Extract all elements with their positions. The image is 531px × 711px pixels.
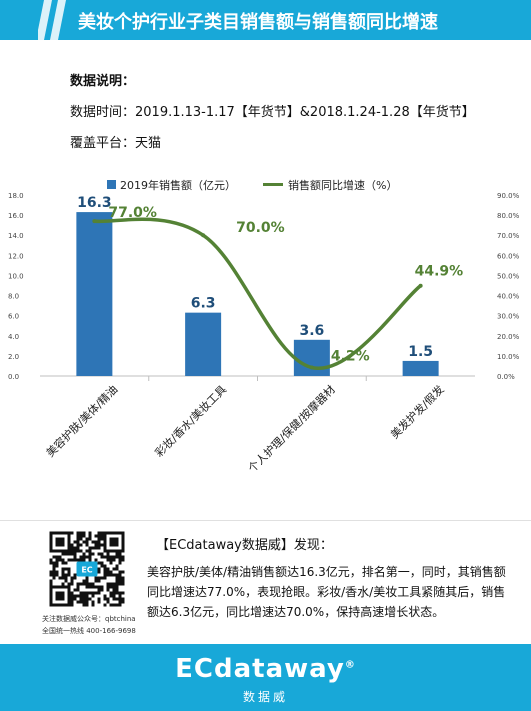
line-point: [201, 233, 206, 238]
line-value-label: 77.0%: [108, 205, 157, 221]
bar: [185, 312, 222, 376]
bar: [76, 212, 113, 376]
qr-badge: EC: [81, 565, 92, 574]
brand-logo: ECdataway®: [0, 654, 531, 684]
bar-value-label: 16.3: [77, 195, 112, 211]
description-time: 数据时间：2019.1.13-1.17【年货节】&2018.1.24-1.28【…: [70, 105, 475, 120]
y2-tick-label: 90.0%: [497, 192, 520, 200]
description-heading: 数据说明：: [70, 74, 136, 89]
line-path: [94, 217, 422, 370]
y2-tick-label: 80.0%: [497, 212, 520, 220]
bar-series: [76, 212, 439, 376]
stripes-decoration: [38, 0, 66, 40]
y2-tick-label: 70.0%: [497, 232, 520, 240]
line-value-label: 4.2%: [331, 349, 370, 365]
y-tick-label: 6.0: [8, 313, 19, 321]
y-tick-label: 0.0: [8, 373, 19, 381]
x-tick-label: 美容护肤/美体/精油: [43, 382, 120, 459]
divider: [0, 520, 531, 521]
y-tick-label: 16.0: [8, 212, 24, 220]
y-tick-label: 8.0: [8, 293, 19, 301]
y2-tick-label: 0.0%: [497, 373, 515, 381]
qr-code: EC: [46, 528, 128, 610]
y2-tick-label: 60.0%: [497, 252, 520, 260]
x-tick-label: 美发护发/假发: [387, 382, 446, 441]
bar: [402, 360, 439, 376]
y-tick-label: 12.0: [8, 252, 24, 260]
qr-caption-account: 关注数据威公众号：qbtchina: [42, 615, 136, 623]
y-tick-label: 10.0: [8, 272, 24, 280]
footer-banner: ECdataway® 数据威: [0, 644, 531, 711]
x-tick-label: 彩妆/香水/美妆工具: [153, 383, 230, 460]
y2-tick-label: 50.0%: [497, 272, 520, 280]
registered-mark: ®: [344, 659, 356, 671]
legend-label-bar: 2019年销售额（亿元）: [120, 178, 236, 192]
qr-caption-hotline: 全国统一热线 400-166-9698: [42, 627, 136, 635]
chart-legend: 2019年销售额（亿元） 销售额同比增速（%）: [107, 178, 397, 192]
title-banner: 美妆个护行业子类目销售额与销售额同比增速: [0, 0, 531, 40]
sales-chart: 2019年销售额（亿元） 销售额同比增速（%） 0.0 2.0 4.0 6.0 8.0 10…: [8, 178, 520, 475]
y2-tick-label: 30.0%: [497, 313, 520, 321]
bar-value-label: 1.5: [408, 344, 433, 360]
y-tick-label: 2.0: [8, 353, 19, 361]
bar-value-label: 3.6: [299, 323, 324, 339]
legend-label-line: 销售额同比增速（%）: [288, 178, 397, 192]
y2-tick-label: 40.0%: [497, 293, 520, 301]
brand-logo-subtitle: 数据威: [242, 690, 288, 704]
bar: [293, 339, 330, 376]
bar-value-label: 6.3: [191, 296, 216, 312]
y2-tick-label: 10.0%: [497, 353, 520, 361]
description-platform: 覆盖平台：天猫: [70, 136, 162, 151]
y2-tick-label: 20.0%: [497, 333, 520, 341]
line-point: [418, 283, 423, 288]
brand-logo-text: ECdataway: [175, 654, 345, 684]
y-tick-label: 14.0: [8, 232, 24, 240]
legend-swatch-bar: [107, 180, 116, 189]
page-title: 美妆个护行业子类目销售额与销售额同比增速: [78, 12, 438, 33]
data-labels: 16.3 6.3 3.6 1.5 77.0% 70.0% 4.2% 44.9%: [77, 195, 463, 364]
x-tick-label: 个人护理/保健/按摩器材: [245, 382, 338, 475]
line-point: [92, 219, 97, 224]
y-tick-label: 18.0: [8, 192, 24, 200]
y-tick-label: 4.0: [8, 333, 19, 341]
findings-title: 【ECdataway数据威】发现：: [156, 538, 333, 553]
line-value-label: 70.0%: [236, 220, 285, 236]
line-value-label: 44.9%: [415, 264, 464, 280]
line-point: [309, 365, 314, 370]
findings-body: 美容护肤/美体/精油销售额达16.3亿元，排名第一，同时，其销售额同比增速达77…: [147, 565, 506, 619]
line-series: [92, 217, 423, 370]
